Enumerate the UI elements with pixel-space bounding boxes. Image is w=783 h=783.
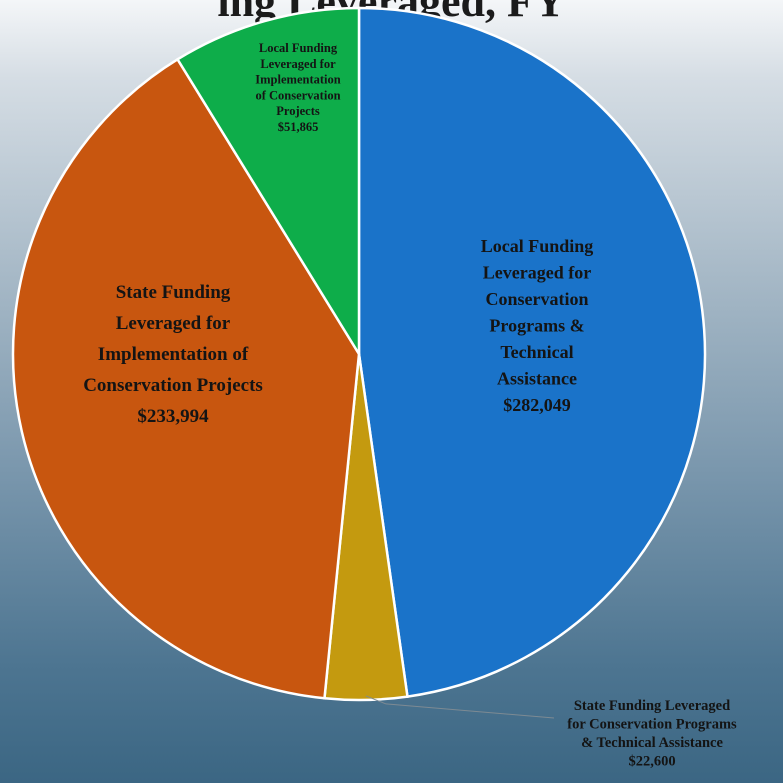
slice-label: Local Funding Leveraged for Implementation… <box>255 41 340 134</box>
leader-line <box>365 695 555 719</box>
slice-label: State Funding Leveraged for Conservation … <box>567 698 737 770</box>
pie-slice <box>175 6 361 359</box>
slice-label: State Funding Leveraged for Implementation… <box>83 282 263 427</box>
slice-label: Local Funding Leveraged for Conservation Pr… <box>481 236 594 415</box>
pie-slice <box>357 6 707 699</box>
pie-slice <box>11 57 361 700</box>
